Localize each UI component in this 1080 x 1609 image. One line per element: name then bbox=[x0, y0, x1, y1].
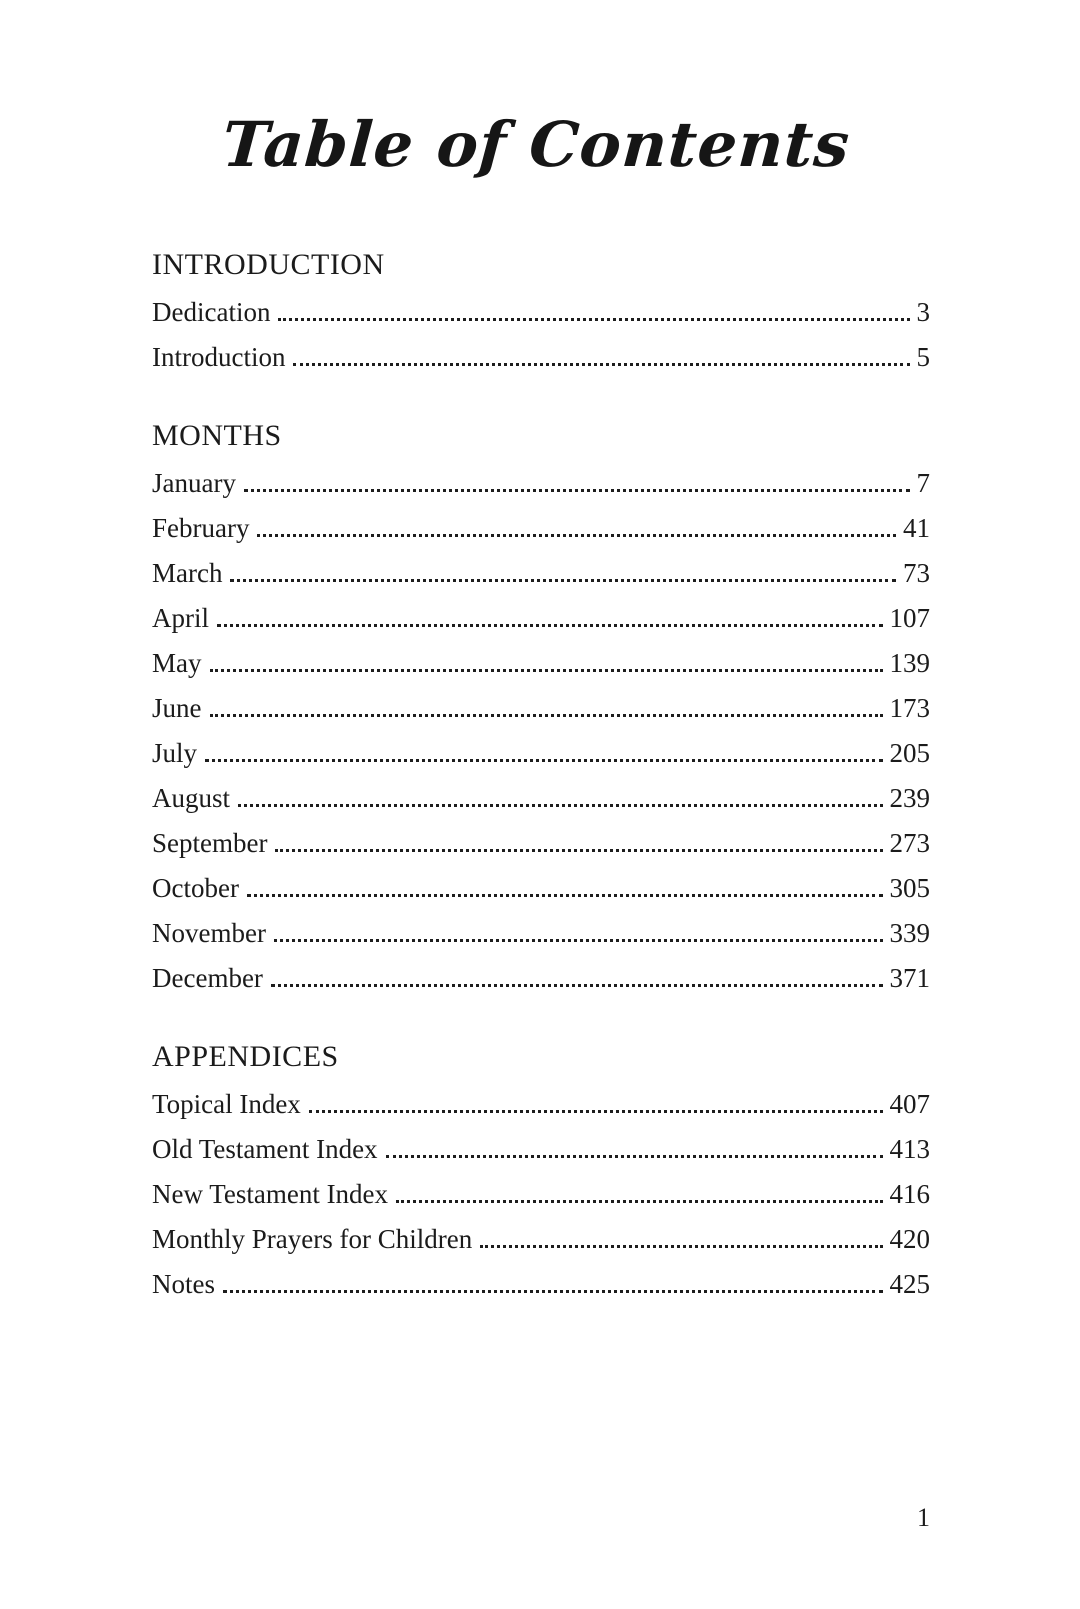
dot-leader bbox=[270, 984, 883, 987]
entry-label: December bbox=[152, 963, 263, 993]
toc-entry: June 173 bbox=[152, 694, 930, 722]
entry-page-number: 41 bbox=[903, 513, 930, 543]
toc-entry: April 107 bbox=[152, 604, 930, 632]
dot-leader bbox=[396, 1200, 883, 1203]
dot-leader bbox=[273, 939, 883, 942]
dot-leader bbox=[293, 363, 910, 366]
dot-leader bbox=[385, 1155, 883, 1158]
entry-label: April bbox=[152, 603, 209, 633]
toc-entry: Monthly Prayers for Children 420 bbox=[152, 1225, 930, 1253]
entry-page-number: 73 bbox=[903, 558, 930, 588]
dot-leader bbox=[223, 1290, 883, 1293]
section-heading: APPENDICES bbox=[152, 1040, 339, 1073]
toc-entry: March 73 bbox=[152, 559, 930, 587]
entry-label: Introduction bbox=[152, 342, 286, 372]
entry-label: November bbox=[152, 918, 266, 948]
entry-label: June bbox=[152, 693, 202, 723]
entry-page-number: 205 bbox=[889, 738, 931, 768]
entry-label: July bbox=[152, 738, 198, 768]
entry-page-number: 339 bbox=[889, 918, 931, 948]
entry-label: January bbox=[152, 468, 236, 498]
toc-section: MONTHS January 7 February 41 March 73 Ap… bbox=[152, 418, 930, 992]
entry-page-number: 173 bbox=[889, 693, 931, 723]
entry-label: Old Testament Index bbox=[152, 1134, 378, 1164]
entry-label: February bbox=[152, 513, 250, 543]
entry-page-number: 139 bbox=[889, 648, 931, 678]
dot-leader bbox=[275, 849, 883, 852]
toc-entry: November 339 bbox=[152, 919, 930, 947]
entry-label: Dedication bbox=[152, 297, 271, 327]
entry-label: Notes bbox=[152, 1269, 215, 1299]
toc-entry: September 273 bbox=[152, 829, 930, 857]
dot-leader bbox=[209, 669, 883, 672]
section-entries: Topical Index 407 Old Testament Index 41… bbox=[152, 1090, 930, 1298]
toc-entry: New Testament Index 416 bbox=[152, 1180, 930, 1208]
entry-page-number: 273 bbox=[889, 828, 931, 858]
toc-entry: August 239 bbox=[152, 784, 930, 812]
page-number: 1 bbox=[917, 1503, 930, 1532]
dot-leader bbox=[257, 534, 896, 537]
dot-leader bbox=[243, 489, 910, 492]
entry-page-number: 407 bbox=[889, 1089, 931, 1119]
dot-leader bbox=[278, 318, 910, 321]
dot-leader bbox=[238, 804, 883, 807]
entry-page-number: 416 bbox=[889, 1179, 931, 1209]
entry-page-number: 305 bbox=[889, 873, 931, 903]
dot-leader bbox=[217, 624, 883, 627]
toc-section: APPENDICES Topical Index 407 Old Testame… bbox=[152, 1039, 930, 1298]
dot-leader bbox=[246, 894, 883, 897]
toc-list: INTRODUCTION Dedication 3 Introduction 5… bbox=[0, 247, 1080, 1298]
toc-entry: May 139 bbox=[152, 649, 930, 677]
toc-entry: July 205 bbox=[152, 739, 930, 767]
dot-leader bbox=[308, 1110, 883, 1113]
entry-label: October bbox=[152, 873, 239, 903]
entry-label: March bbox=[152, 558, 223, 588]
section-heading: INTRODUCTION bbox=[152, 248, 385, 281]
entry-label: August bbox=[152, 783, 231, 813]
entry-label: September bbox=[152, 828, 268, 858]
entry-label: Topical Index bbox=[152, 1089, 301, 1119]
dot-leader bbox=[480, 1245, 883, 1248]
toc-entry: February 41 bbox=[152, 514, 930, 542]
entry-page-number: 413 bbox=[889, 1134, 931, 1164]
entry-page-number: 3 bbox=[916, 297, 931, 327]
entry-page-number: 425 bbox=[889, 1269, 931, 1299]
entry-page-number: 371 bbox=[889, 963, 931, 993]
toc-entry: January 7 bbox=[152, 469, 930, 497]
entry-page-number: 7 bbox=[916, 468, 931, 498]
entry-label: New Testament Index bbox=[152, 1179, 389, 1209]
page-title: Table of Contents bbox=[219, 108, 853, 181]
section-entries: Dedication 3 Introduction 5 bbox=[152, 298, 930, 371]
dot-leader bbox=[205, 759, 883, 762]
toc-entry: Old Testament Index 413 bbox=[152, 1135, 930, 1163]
toc-entry: December 371 bbox=[152, 964, 930, 992]
entry-page-number: 239 bbox=[889, 783, 931, 813]
toc-entry: Topical Index 407 bbox=[152, 1090, 930, 1118]
entry-page-number: 5 bbox=[916, 342, 931, 372]
entry-label: Monthly Prayers for Children bbox=[152, 1224, 473, 1254]
dot-leader bbox=[209, 714, 883, 717]
section-entries: January 7 February 41 March 73 April 107… bbox=[152, 469, 930, 992]
entry-page-number: 107 bbox=[889, 603, 931, 633]
entry-page-number: 420 bbox=[889, 1224, 931, 1254]
dot-leader bbox=[230, 579, 896, 582]
toc-section: INTRODUCTION Dedication 3 Introduction 5 bbox=[152, 247, 930, 371]
toc-entry: October 305 bbox=[152, 874, 930, 902]
toc-entry: Notes 425 bbox=[152, 1270, 930, 1298]
toc-entry: Dedication 3 bbox=[152, 298, 930, 326]
toc-entry: Introduction 5 bbox=[152, 343, 930, 371]
entry-label: May bbox=[152, 648, 202, 678]
section-heading: MONTHS bbox=[152, 419, 282, 452]
